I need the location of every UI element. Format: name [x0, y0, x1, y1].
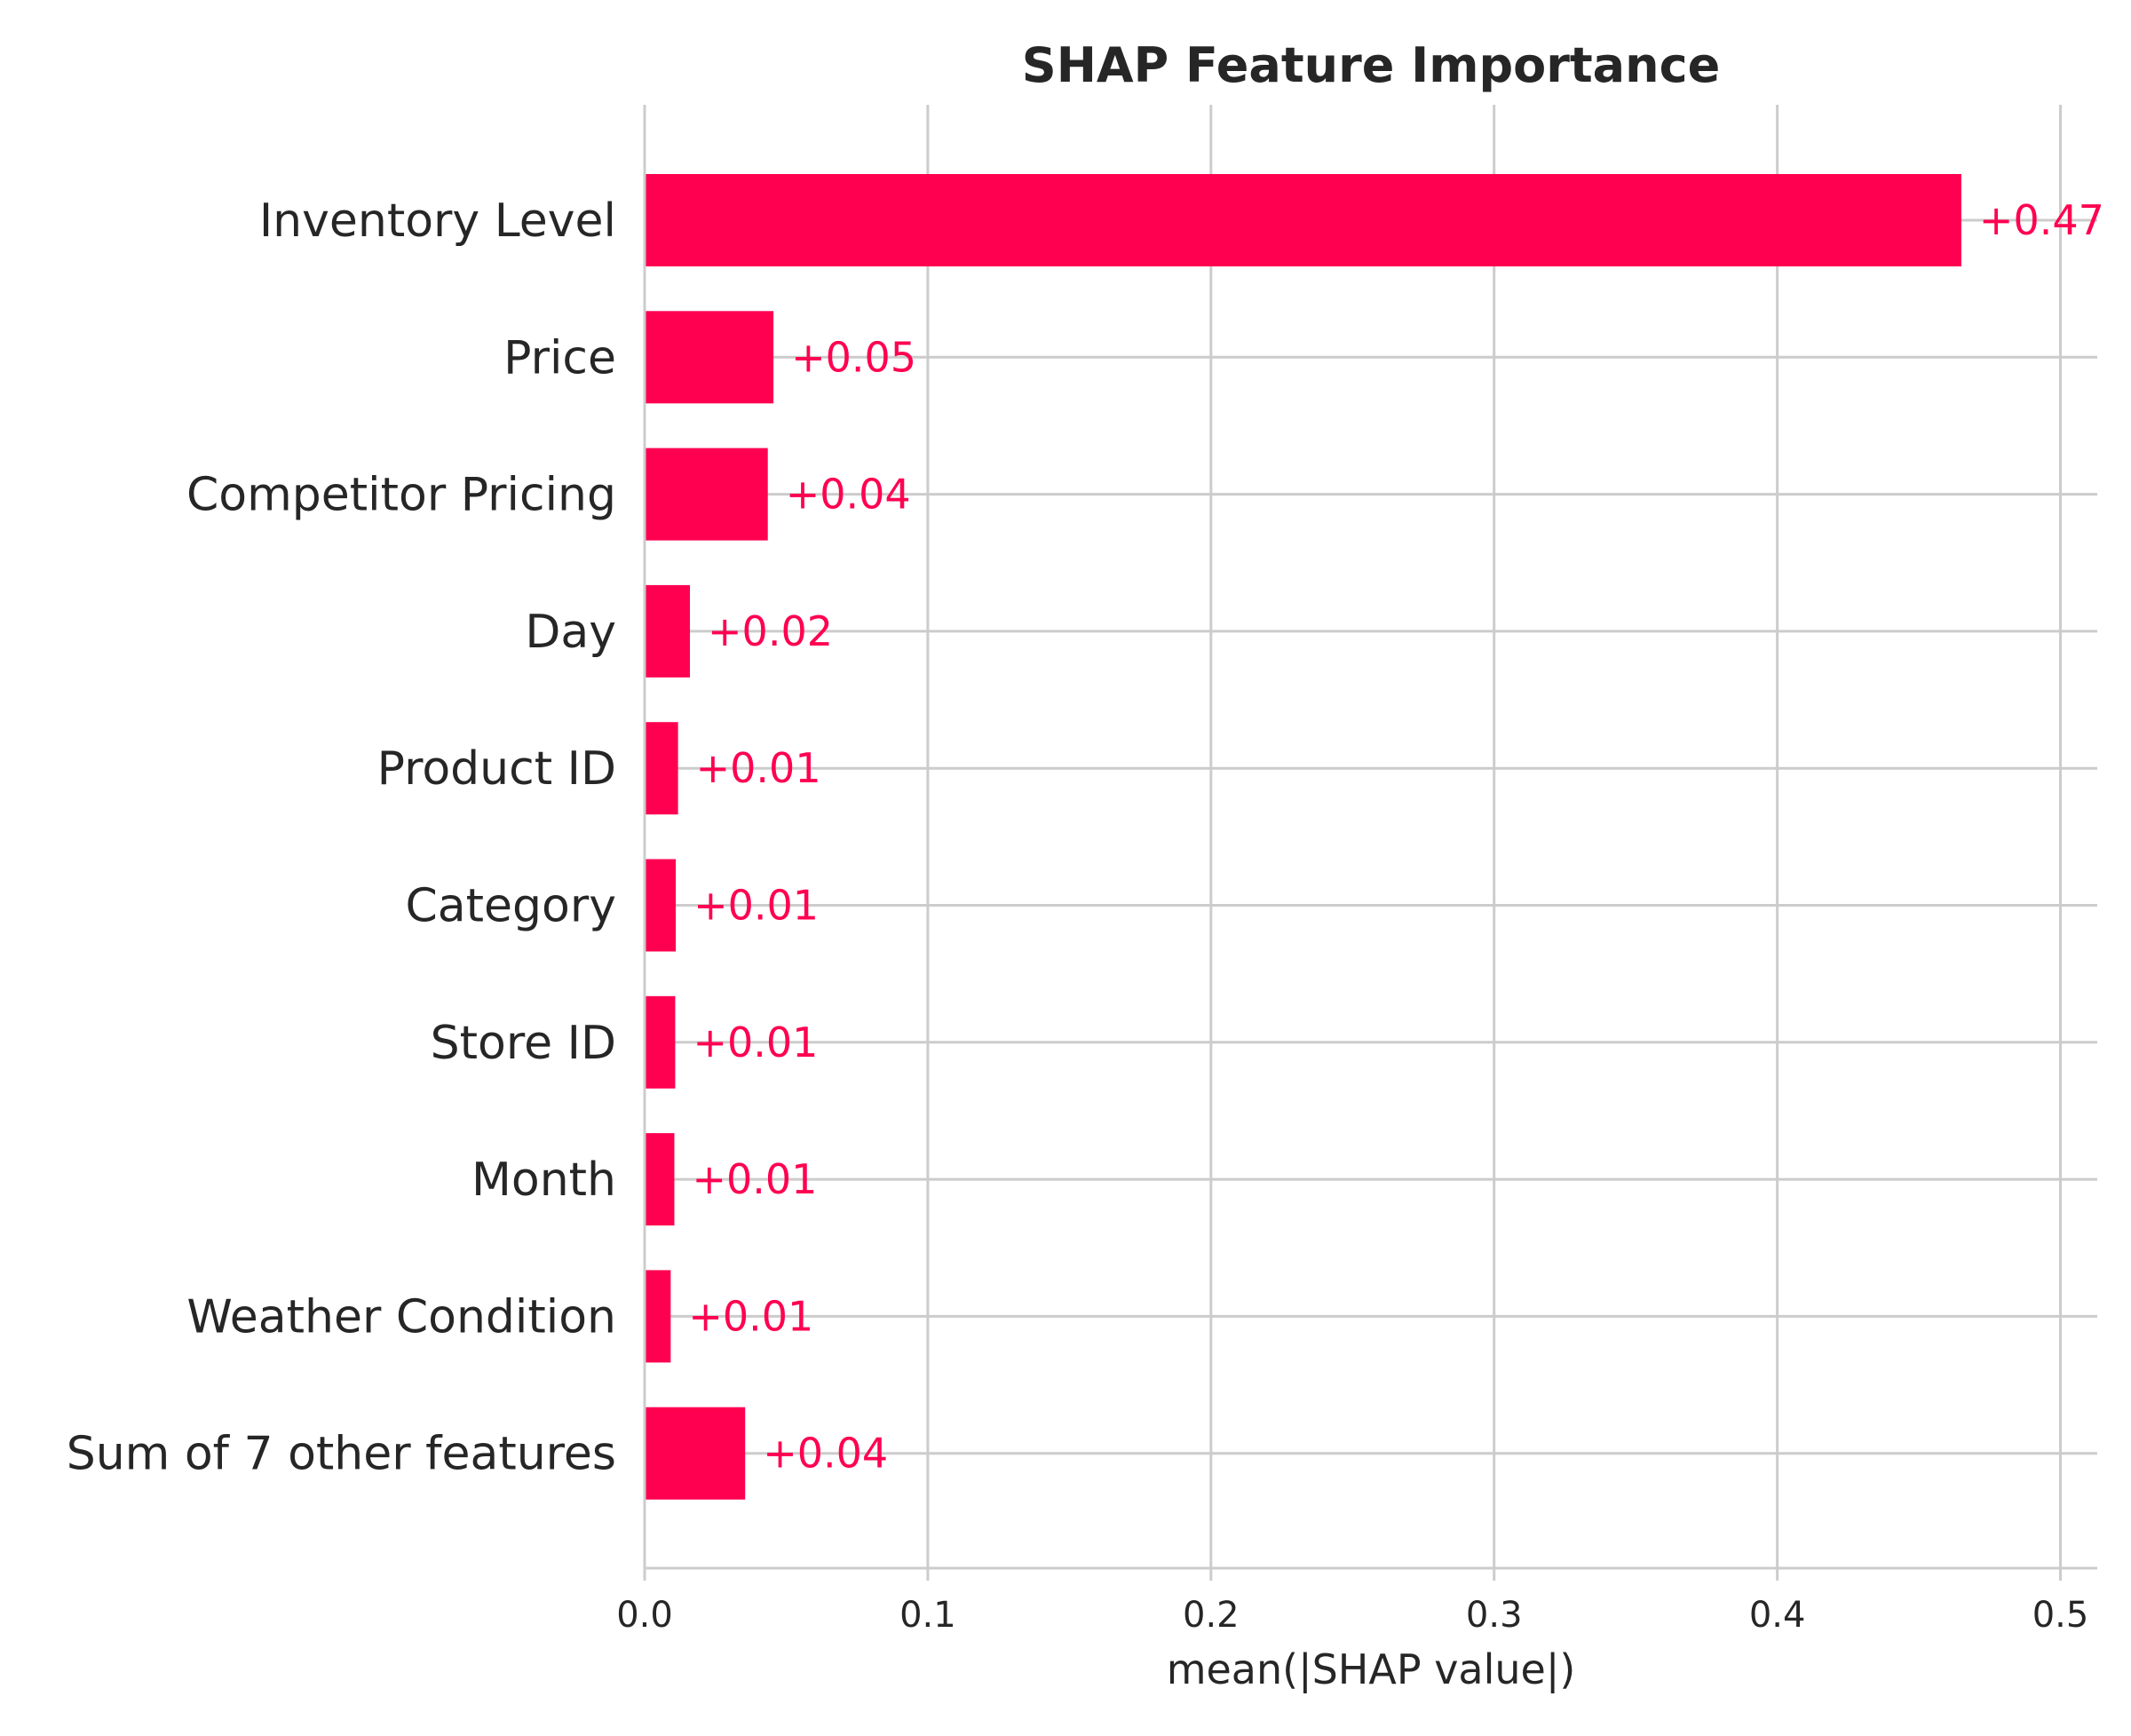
bar: [645, 174, 1961, 266]
chart-title: SHAP Feature Importance: [1022, 37, 1720, 93]
label-layer: 0.0 0.1 0.2 0.3 0.4 0.5 Inventory Level +0.47 Pr…: [67, 194, 2104, 1636]
y-tick-label: Weather Condition: [186, 1290, 616, 1344]
data-label: +0.01: [696, 744, 821, 792]
data-label: +0.05: [791, 333, 916, 381]
x-tick-label: 0.3: [1466, 1595, 1523, 1636]
y-tick-label: Inventory Level: [259, 194, 616, 248]
y-tick-label: Month: [471, 1153, 616, 1207]
bar: [645, 1270, 671, 1363]
y-tick-label: Store ID: [431, 1017, 616, 1070]
bar: [645, 995, 676, 1089]
bar: [645, 448, 768, 541]
bar: [645, 584, 691, 678]
x-axis-label: mean(|SHAP value|): [1167, 1645, 1576, 1694]
data-label: +0.47: [1979, 196, 2104, 244]
x-tick-label: 0.1: [899, 1595, 956, 1636]
data-label: +0.01: [688, 1292, 813, 1340]
data-label: +0.01: [693, 882, 819, 930]
y-tick-label: Competitor Pricing: [186, 469, 616, 522]
y-tick-label: Product ID: [377, 742, 616, 796]
y-tick-label: Price: [503, 331, 616, 384]
data-label: +0.01: [692, 1155, 817, 1203]
y-tick-label: Sum of 7 other features: [67, 1428, 616, 1481]
x-tick-label: 0.5: [2032, 1595, 2089, 1636]
bar: [645, 859, 677, 952]
data-label: +0.02: [708, 607, 833, 655]
bar: [645, 311, 774, 404]
data-label: +0.04: [786, 471, 911, 519]
y-tick-label: Category: [405, 880, 616, 933]
data-label: +0.01: [693, 1019, 818, 1066]
x-tick-label: 0.0: [616, 1595, 673, 1636]
grid-layer: [643, 105, 2097, 1581]
bar: [645, 722, 678, 815]
bar-layer: [645, 174, 1961, 1500]
bar: [645, 1133, 675, 1226]
x-tick-label: 0.2: [1183, 1595, 1240, 1636]
y-tick-label: Day: [525, 606, 616, 659]
data-label: +0.04: [763, 1430, 888, 1478]
x-tick-label: 0.4: [1749, 1595, 1806, 1636]
bar: [645, 1407, 746, 1500]
